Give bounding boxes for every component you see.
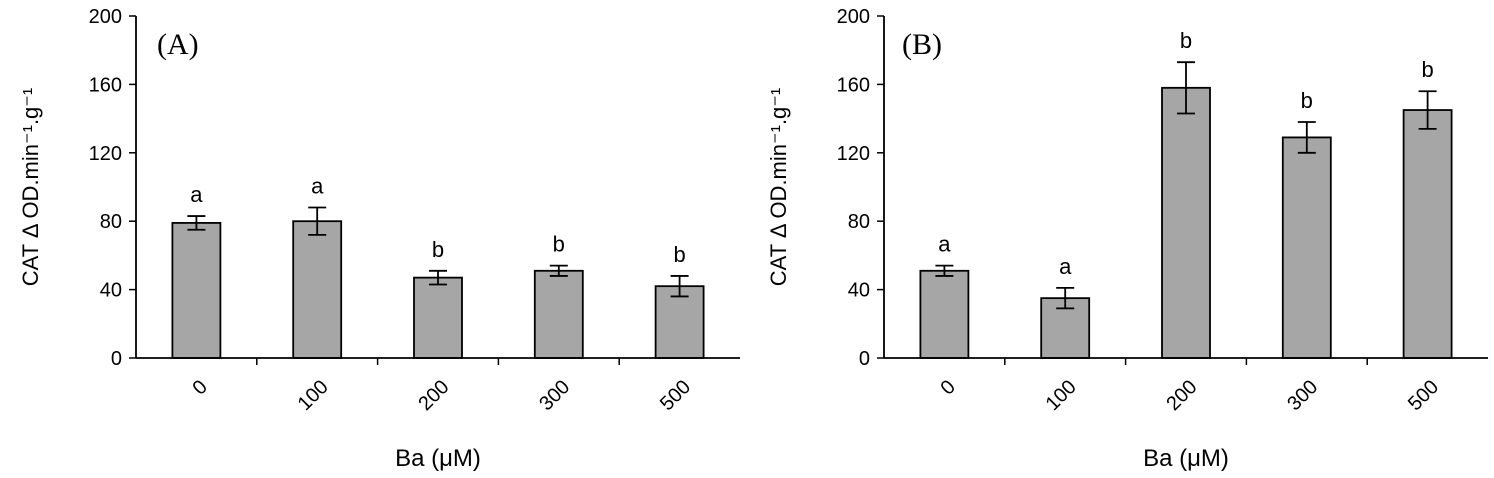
significance-letter-b-0: a <box>938 232 951 257</box>
bar-a-300 <box>533 269 584 359</box>
x-tick-label-a-0: 0 <box>189 376 212 399</box>
bar-a-200 <box>413 276 463 359</box>
significance-letter-a-200: b <box>432 237 444 262</box>
chart-panel-b: 0 40 80 120 160 200 0 100 200 300 500 a a b b b (B) C… <box>766 6 1488 472</box>
significance-letter-a-300: b <box>553 232 565 257</box>
y-axis-label-b: CAT Δ OD.min⁻¹.g⁻¹ <box>766 88 791 286</box>
significance-letter-b-200: b <box>1180 28 1192 53</box>
y-tick-label-a-40: 40 <box>100 280 122 302</box>
y-tick-label-a-200: 200 <box>89 6 122 28</box>
significance-letter-b-300: b <box>1301 88 1313 113</box>
y-tick-label-b-200: 200 <box>837 6 870 28</box>
x-tick-label-b-200: 200 <box>1162 376 1201 415</box>
significance-letter-b-100: a <box>1059 254 1072 279</box>
bar-b-300 <box>1281 136 1332 359</box>
bar-b-500 <box>1402 109 1453 359</box>
bar-b-0 <box>919 269 970 359</box>
bar-a-0 <box>171 222 222 359</box>
x-tick-label-b-100: 100 <box>1042 376 1081 415</box>
x-tick-label-a-500: 500 <box>656 376 695 415</box>
x-tick-label-b-300: 300 <box>1283 376 1322 415</box>
panel-label-b: (B) <box>902 28 942 61</box>
x-axis-label-a: Ba (μM) <box>395 445 481 472</box>
significance-letter-a-500: b <box>673 242 685 267</box>
panel-label-a: (A) <box>157 28 199 61</box>
y-tick-label-a-0: 0 <box>111 348 122 370</box>
y-tick-label-b-120: 120 <box>837 143 870 165</box>
y-tick-label-b-160: 160 <box>837 74 870 96</box>
y-tick-label-b-80: 80 <box>848 211 870 233</box>
x-axis-label-b: Ba (μM) <box>1143 445 1229 472</box>
y-axis-label-a: CAT Δ OD.min⁻¹.g⁻¹ <box>18 88 43 286</box>
bar-b-200 <box>1161 86 1211 359</box>
y-tick-label-b-40: 40 <box>848 280 870 302</box>
bar-a-100 <box>292 220 343 359</box>
x-tick-label-a-300: 300 <box>535 376 574 415</box>
x-tick-label-b-500: 500 <box>1404 376 1443 415</box>
y-tick-label-a-160: 160 <box>89 74 122 96</box>
y-tick-label-a-120: 120 <box>89 143 122 165</box>
significance-letter-b-500: b <box>1421 57 1433 82</box>
x-tick-label-a-100: 100 <box>294 376 333 415</box>
y-tick-label-b-0: 0 <box>859 348 870 370</box>
y-tick-label-a-80: 80 <box>100 211 122 233</box>
significance-letter-a-100: a <box>311 174 324 199</box>
significance-letter-a-0: a <box>190 182 203 207</box>
bar-a-500 <box>654 285 705 359</box>
x-tick-label-b-0: 0 <box>937 376 960 399</box>
chart-panel-a: 0 40 80 120 160 200 0 100 200 300 500 a a b b b (A) C… <box>18 6 740 472</box>
x-tick-label-a-200: 200 <box>414 376 453 415</box>
